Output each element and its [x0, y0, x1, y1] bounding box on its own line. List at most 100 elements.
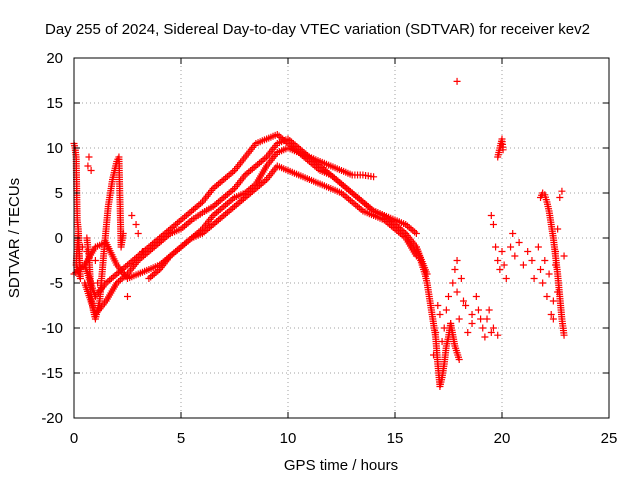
point-scatter-2 [468, 320, 476, 327]
point-scatter-3 [492, 243, 500, 251]
point-scatter-1 [464, 329, 472, 336]
point-spike-20 [499, 146, 507, 154]
y-tick-label: 15 [46, 95, 63, 112]
point-scatter-0 [128, 212, 136, 219]
y-tick-label: -5 [50, 275, 63, 292]
point-scatter-2 [474, 306, 482, 314]
point-outlier [453, 77, 461, 85]
point-scatter-3 [524, 248, 532, 255]
y-tick-label: 20 [46, 50, 63, 67]
point-scatter-2 [494, 331, 502, 339]
point-scatter-3 [528, 257, 536, 264]
x-tick-label: 5 [177, 430, 185, 447]
point-scatter-1 [436, 311, 444, 318]
x-tick-label: 15 [387, 430, 404, 447]
point-scatter-1 [440, 324, 448, 332]
point-scatter-4 [534, 243, 542, 251]
point-scatter-1 [468, 311, 476, 318]
point-scatter-1 [430, 351, 438, 359]
point-scatter-4 [539, 279, 547, 287]
point-night-0 [76, 266, 84, 273]
point-scatter-3 [511, 252, 519, 260]
point-scatter-1 [449, 279, 457, 287]
point-late-arc [560, 331, 568, 339]
point-scatter-3 [530, 275, 538, 282]
point-scatter-1 [485, 306, 493, 314]
point-scatter-2 [453, 257, 461, 264]
point-scatter-3 [507, 243, 515, 251]
point-scatter-2 [487, 329, 495, 336]
point-scatter-4 [554, 225, 562, 233]
point-scatter-4 [537, 266, 545, 273]
point-scatter-3 [489, 221, 497, 228]
point-scatter-3 [519, 261, 527, 269]
point-scatter-0 [94, 279, 102, 287]
point-scatter-0 [134, 230, 142, 237]
point-arc-B [412, 230, 420, 237]
x-axis-label: GPS time / hours [284, 457, 398, 474]
point-scatter-4 [547, 311, 555, 318]
point-scatter-0 [138, 248, 146, 255]
point-scatter-1 [432, 329, 440, 336]
x-tick-label: 10 [280, 430, 297, 447]
point-scatter-1 [455, 315, 463, 323]
point-scatter-0 [81, 261, 89, 269]
point-scatter-4 [549, 315, 557, 323]
x-tick-label: 20 [494, 430, 511, 447]
point-scatter-1 [453, 288, 461, 296]
y-tick-label: 5 [55, 185, 63, 202]
point-scatter-0 [85, 153, 93, 161]
point-scatter-4 [552, 248, 559, 255]
x-tick-label: 0 [70, 430, 78, 447]
point-scatter-0 [124, 293, 131, 300]
point-dusk-1 [455, 356, 463, 363]
chart-title: Day 255 of 2024, Sidereal Day-to-day VTE… [45, 21, 590, 38]
point-scatter-2 [489, 324, 497, 332]
point-scatter-0 [79, 243, 87, 251]
point-scatter-4 [556, 194, 564, 201]
point-scatter-0 [132, 221, 140, 228]
point-scatter-3 [500, 261, 508, 269]
y-tick-label: -10 [41, 320, 63, 337]
point-scatter-2 [462, 302, 470, 309]
point-scatter-1 [472, 293, 480, 300]
point-scatter-3 [498, 248, 506, 255]
y-tick-label: 0 [55, 230, 63, 247]
point-scatter-2 [483, 315, 491, 323]
point-scatter-1 [459, 297, 467, 305]
point-scatter-4 [558, 187, 566, 195]
point-morning-1 [119, 230, 127, 237]
point-scatter-3 [494, 257, 502, 264]
data-points [70, 77, 568, 390]
point-scatter-0 [91, 257, 99, 264]
point-scatter-0 [83, 248, 91, 255]
y-tick-label: -15 [41, 365, 63, 382]
point-scatter-1 [434, 302, 442, 309]
point-scatter-4 [554, 288, 562, 296]
point-scatter-2 [479, 324, 487, 332]
point-scatter-4 [545, 270, 553, 278]
point-scatter-1 [451, 266, 459, 273]
point-scatter-2 [457, 275, 465, 282]
point-scatter-4 [543, 293, 551, 300]
point-scatter-0 [84, 162, 92, 170]
point-scatter-1 [445, 293, 452, 300]
point-scatter-3 [502, 275, 510, 282]
x-tick-label: 25 [601, 430, 618, 447]
point-scatter-4 [549, 297, 557, 305]
y-tick-labels: 20 15 10 5 0 -5 -10 -15 -20 [41, 50, 63, 427]
y-tick-label: -20 [41, 410, 63, 427]
x-tick-labels: 0 5 10 15 20 25 [70, 430, 618, 447]
axis-ticks [73, 57, 610, 419]
point-scatter-4 [552, 261, 559, 269]
point-scatter-1 [477, 315, 485, 323]
point-scatter-3 [509, 230, 517, 237]
point-scatter-4 [560, 252, 568, 260]
y-tick-label: 10 [46, 140, 63, 157]
y-axis-label: SDTVAR / TECUs [6, 178, 23, 298]
point-scatter-3 [496, 266, 504, 273]
point-scatter-3 [515, 239, 523, 246]
point-scatter-1 [447, 320, 455, 327]
point-scatter-3 [487, 212, 495, 219]
